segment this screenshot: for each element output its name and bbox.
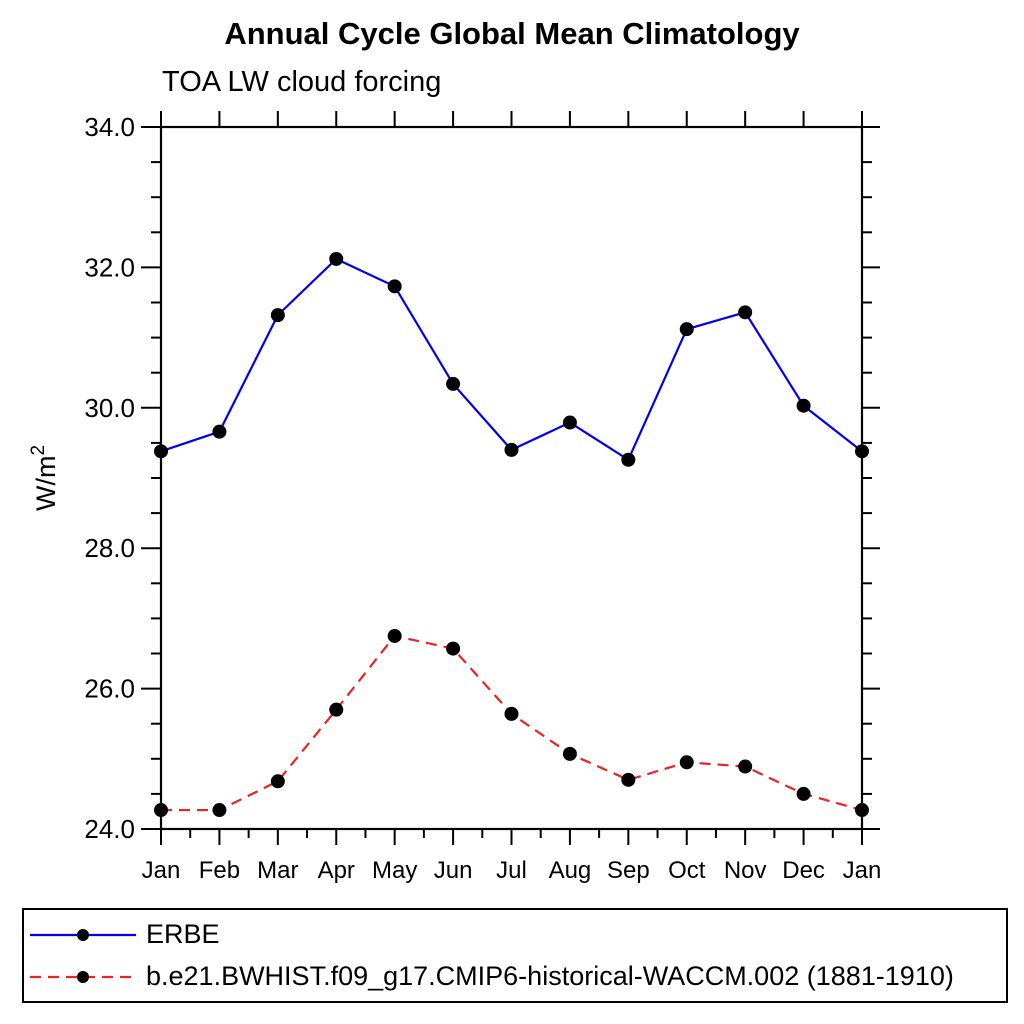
y-tick-label: 24.0 [84, 814, 135, 844]
data-point-marker [329, 702, 344, 717]
data-point-marker [738, 759, 753, 774]
data-point-marker [329, 251, 344, 266]
legend-box: ERBE b.e21.BWHIST.f09_g17.CMIP6-historic… [22, 908, 1008, 1003]
x-tick-label: Feb [199, 857, 240, 884]
data-point-marker [270, 308, 285, 323]
legend-entry-model: b.e21.BWHIST.f09_g17.CMIP6-historical-WA… [24, 956, 1006, 998]
y-tick-label: 30.0 [84, 393, 135, 423]
x-tick-label: Jul [496, 857, 527, 884]
data-point-marker [796, 786, 811, 801]
y-tick-label: 26.0 [84, 674, 135, 704]
data-point-marker [446, 376, 461, 391]
plot-box [159, 125, 864, 831]
x-tick-label: Jan [142, 857, 181, 884]
data-point-marker [562, 746, 577, 761]
data-point-marker [679, 322, 694, 337]
chart-subtitle: TOA LW cloud forcing [162, 66, 442, 98]
data-point-marker [212, 424, 227, 439]
x-tick-label: Apr [318, 857, 355, 884]
data-point-marker [387, 628, 402, 643]
x-tick-label: May [372, 857, 417, 884]
legend-entry-erbe: ERBE [24, 914, 1006, 956]
x-tick-label: Jun [434, 857, 473, 884]
legend-label-erbe: ERBE [146, 919, 220, 949]
data-point-marker [212, 803, 227, 818]
legend-swatch-marker [77, 928, 89, 941]
x-tick-label: Jan [843, 857, 882, 884]
data-point-marker [387, 279, 402, 294]
data-point-marker [738, 305, 753, 320]
series-line-model [161, 634, 863, 812]
y-tick-label: 28.0 [84, 533, 135, 563]
y-axis-title-group: W/m2 [28, 445, 61, 511]
data-point-marker [562, 415, 577, 430]
data-point-marker [855, 803, 869, 818]
x-tick-label: Aug [549, 857, 592, 884]
data-point-marker [446, 641, 461, 656]
data-point-marker [270, 774, 285, 789]
y-axis-title: W/m2 [28, 445, 61, 511]
data-point-marker [154, 444, 168, 459]
x-tick-label: Nov [724, 857, 767, 884]
y-tick-label: 34.0 [84, 112, 135, 142]
series-line-erbe [160, 257, 863, 462]
data-point-marker [621, 452, 636, 467]
chart-title: Annual Cycle Global Mean Climatology [224, 16, 800, 51]
y-tick-label: 32.0 [84, 252, 135, 282]
legend-label-model: b.e21.BWHIST.f09_g17.CMIP6-historical-WA… [146, 961, 954, 991]
x-tick-label: Mar [257, 857, 298, 884]
data-point-marker [154, 803, 168, 818]
data-point-marker [796, 398, 811, 413]
data-point-marker [504, 706, 519, 721]
data-point-marker [679, 755, 694, 770]
legend-line-swatch-solid [30, 928, 136, 941]
data-point-marker [621, 772, 636, 787]
data-point-marker [855, 444, 869, 459]
legend-line-swatch-dashed [30, 970, 136, 983]
data-point-marker [504, 442, 519, 457]
legend-swatch-marker [77, 970, 89, 983]
x-tick-label: Dec [782, 857, 825, 884]
x-tick-label: Sep [607, 857, 650, 884]
x-tick-label: Oct [668, 857, 706, 884]
